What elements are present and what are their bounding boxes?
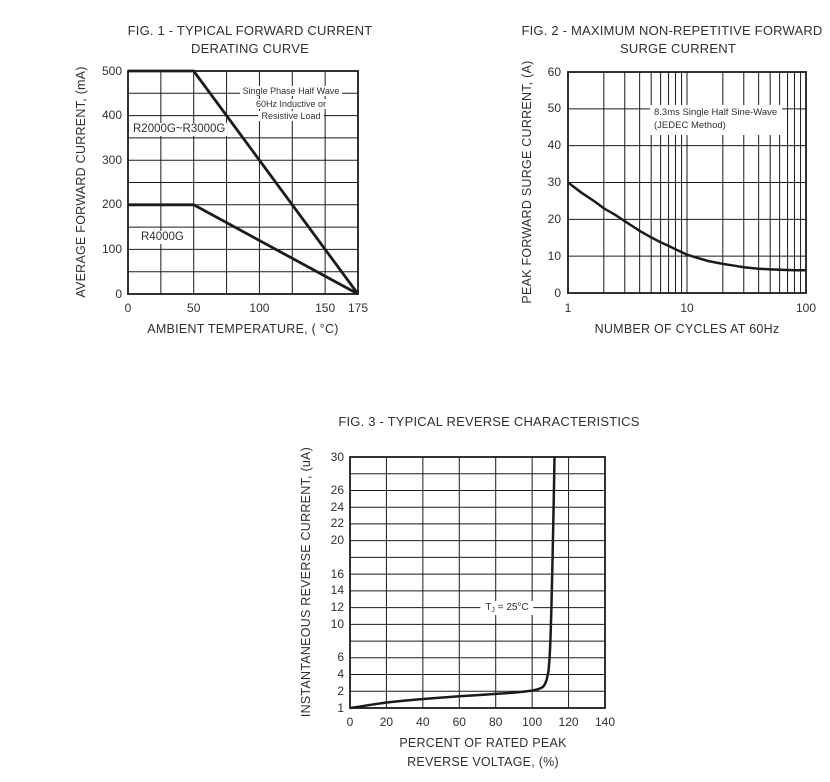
figure-2-title-line-2: SURGE CURRENT [620,41,736,56]
figure-1-y-tick: 200 [101,197,122,212]
figure-2-annotation-text: 8.3ms Single Half Sine-Wave [654,107,778,118]
figure-3-x-axis-title-line-2: REVERSE VOLTAGE, (%) [407,755,559,769]
figure-2-y-tick: 60 [547,64,561,79]
figure-2-annotation-text: (JEDEC Method) [654,120,726,131]
figure-2-y-tick: 20 [547,211,561,226]
figure-3-y-tick: 10 [330,616,344,631]
figure-2-x-tick: 100 [795,301,817,315]
figure-3-plot-border [349,456,606,709]
figure-3-x-axis-title-line-1: PERCENT OF RATED PEAK [399,736,567,750]
figure-3-y-tick: 14 [330,583,344,598]
figure-1-y-tick: 400 [101,108,122,123]
figure-3-x-tick: 80 [489,715,503,729]
figure-1-x-tick: 50 [187,301,201,315]
figure-2-annotation: 8.3ms Single Half Sine-Wave (JEDEC Method… [650,105,783,135]
figure-1-series-label: R4000G [139,231,186,244]
figure-2-curve-surge-current [567,181,806,272]
figure-2-y-tick: 50 [547,101,561,116]
figure-3-x-tick: 120 [558,715,579,729]
figure-2-y-tick: 10 [547,248,561,263]
figure-1-y-axis-title: AVERAGE FORWARD CURRENT, (mA) [74,66,88,298]
figure-1-title-line-1: FIG. 1 - TYPICAL FORWARD CURRENT [127,23,373,38]
figure-2-x-tick: 1 [564,301,572,315]
figure-3-y-tick: 22 [330,516,344,531]
figure-1-annotation-line: 60Hz Inductive or [181,98,401,110]
figure-3-curve-reverse-current [349,456,556,710]
figure-2-y-tick: 0 [554,285,561,300]
figure-1-annotation-line: Resistive Load [181,111,401,122]
figure-2-title-line-1: FIG. 2 - MAXIMUM NON-REPETITIVE FORWARD [521,23,823,38]
figure-1-title-line-2: DERATING CURVE [191,41,309,56]
figure-1-curve-R4000G [128,203,359,296]
figure-3-annotation: TJ = 25°C [480,601,534,615]
figure-1-y-tick: 100 [101,241,122,256]
figure-1-x-axis-title: AMBIENT TEMPERATURE, ( °C) [147,322,339,336]
figure-1-x-tick: 100 [249,301,270,315]
figure-1-annotation-text: Single Phase Half Wave [239,86,343,96]
figure-2-y-tick: 30 [547,175,561,189]
figure-3-x-tick: 100 [522,715,543,729]
figure-1-annotation-text: 60Hz Inductive or [252,98,330,109]
figure-3-y-tick: 24 [330,499,344,514]
figure-2-x-axis-title: NUMBER OF CYCLES AT 60Hz [594,322,780,336]
figure-1-y-tick: 500 [101,63,122,78]
figure-1-series-label: R2000G~R3000G [131,123,228,136]
figure-3-x-tick: 20 [379,715,394,729]
figure-1-y-tick: 300 [101,152,122,167]
figure-1-x-tick: 150 [315,301,336,315]
figure-2-y-tick: 40 [547,138,561,153]
figure-3-x-tick: 0 [346,715,354,729]
figure-1-annotation-line: Single Phase Half Wave [181,86,401,97]
figure-1-x-tick: 175 [347,301,369,315]
figure-3-y-tick: 6 [337,650,344,665]
figure-3-y-tick: 30 [330,449,344,464]
figure-3-y-tick: 1 [337,700,344,715]
figure-3-x-tick: 60 [452,715,466,729]
figure-3-y-tick: 4 [337,667,344,682]
figure-3-y-tick: 2 [337,683,344,698]
figure-1-x-tick: 0 [124,301,132,315]
figure-3-y-tick: 26 [330,482,344,497]
figure-3-y-tick: 12 [330,600,344,615]
figure-3-y-tick: 20 [330,533,344,548]
figure-1-annotation-text: Resistive Load [258,111,324,121]
figure-2-x-tick: 10 [680,301,694,315]
figure-3-y-tick: 16 [330,566,344,581]
figure-1-y-tick: 0 [115,286,122,301]
figure-3-title: FIG. 3 - TYPICAL REVERSE CHARACTERISTICS [338,414,640,429]
figure-3-annotation-text: = 25°C [494,602,529,613]
figure-3-x-tick: 140 [594,715,616,729]
figure-3-x-tick: 40 [416,715,430,729]
